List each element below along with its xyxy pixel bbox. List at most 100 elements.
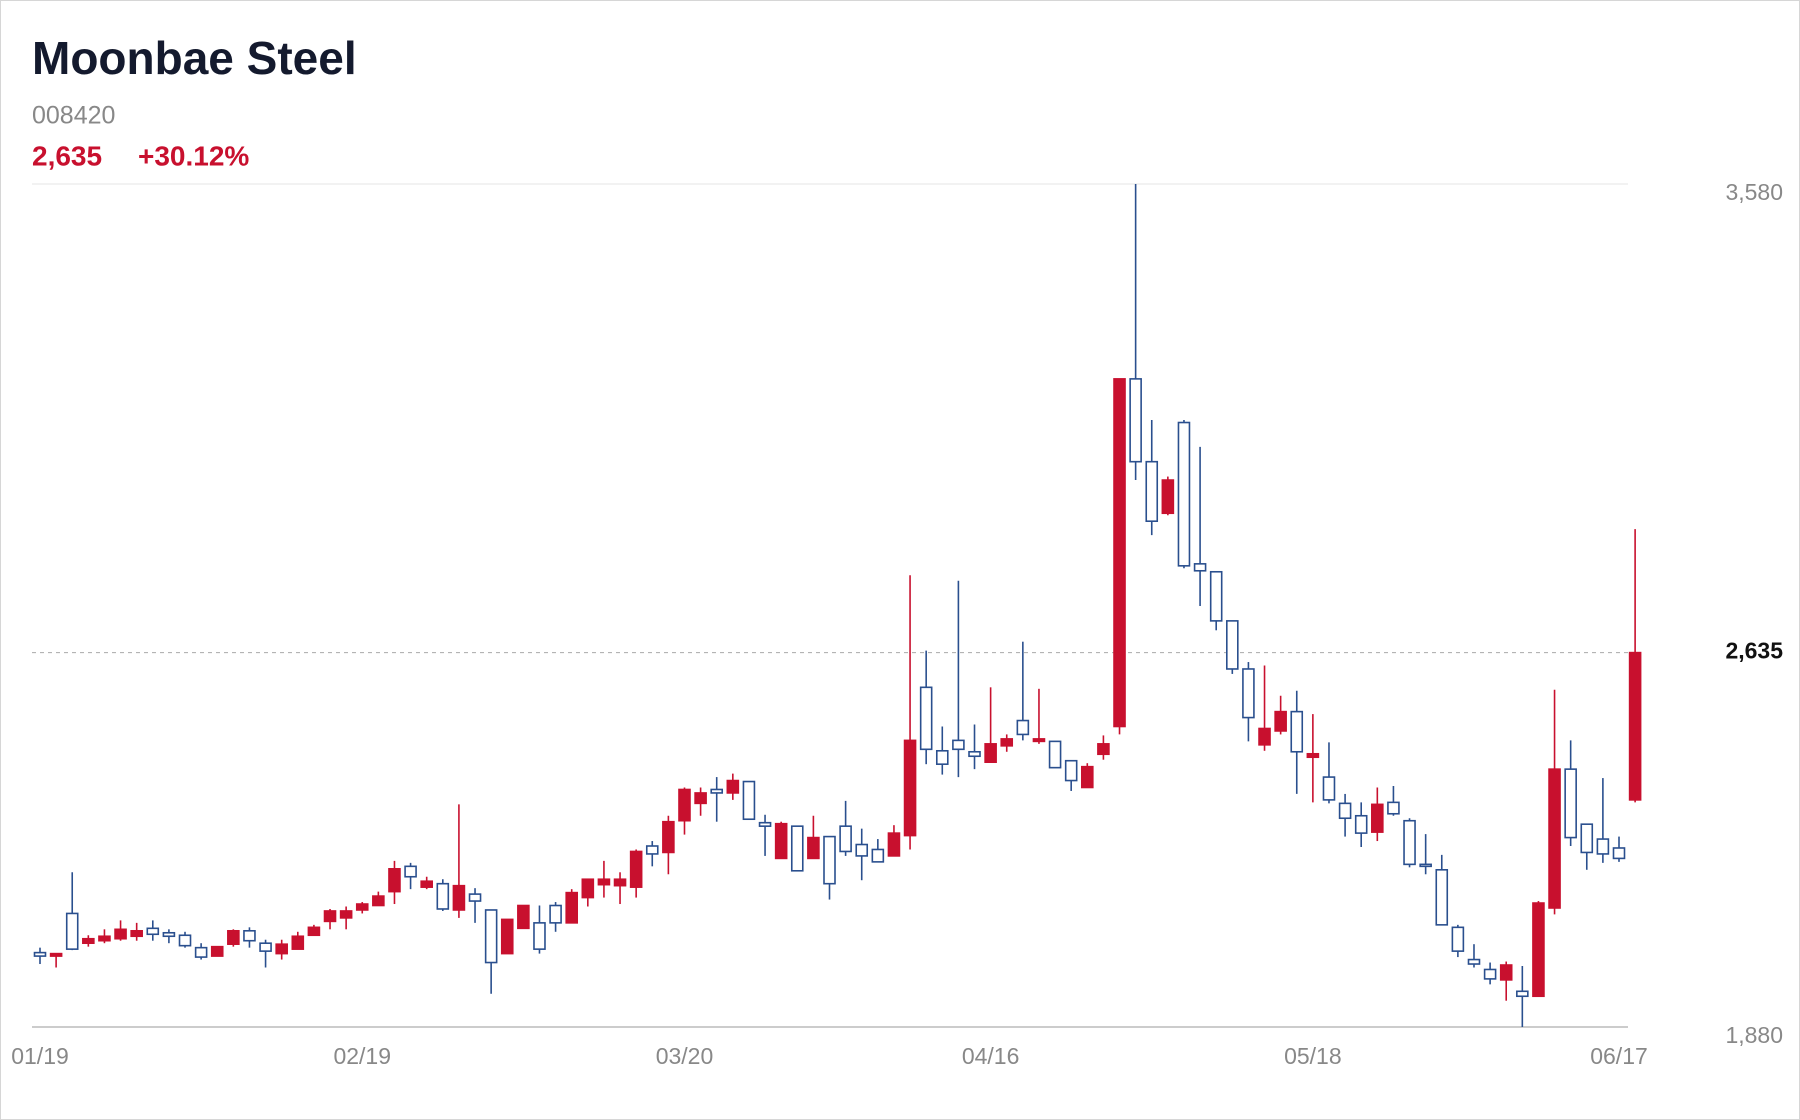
candle-body <box>1612 847 1626 860</box>
stock-name: Moonbae Steel <box>32 32 357 84</box>
candle-body <box>678 788 691 822</box>
x-tick-label: 01/19 <box>11 1043 69 1069</box>
candle-body <box>1338 802 1352 820</box>
x-tick-label: 05/18 <box>1284 1043 1342 1069</box>
x-tick-label: 04/16 <box>962 1043 1020 1069</box>
candle-body <box>1483 968 1497 980</box>
candle-body <box>1064 759 1078 782</box>
candle-body <box>130 929 143 938</box>
candle-body <box>839 825 852 853</box>
candle-body <box>484 909 498 964</box>
candle-body <box>968 750 981 758</box>
candle-body <box>339 910 353 919</box>
candle-body <box>935 749 949 765</box>
candle-body <box>1290 710 1304 753</box>
candle-body <box>1467 958 1481 965</box>
candle-body <box>436 882 450 910</box>
candle-body <box>1161 479 1175 515</box>
candle-body <box>1080 765 1094 789</box>
candle-body <box>629 850 643 888</box>
candle-body <box>807 836 820 860</box>
candle-body <box>645 845 659 855</box>
candle-body <box>259 942 272 952</box>
candle-body <box>952 739 965 751</box>
x-tick-label: 02/19 <box>333 1043 391 1069</box>
candle-body <box>1532 902 1545 998</box>
candle-body <box>662 820 675 854</box>
candle-body <box>694 792 707 805</box>
candle-body <box>517 904 530 930</box>
candle-body <box>1306 752 1320 759</box>
candle-body <box>1419 863 1432 868</box>
candle-body <box>1000 738 1014 747</box>
candle-body <box>420 880 433 888</box>
candle-body <box>597 878 611 886</box>
x-tick-label: 03/20 <box>656 1043 714 1069</box>
candle-body <box>1580 823 1594 854</box>
change: +30.12% <box>138 140 249 171</box>
candle-body <box>275 943 288 955</box>
candle-body <box>323 910 337 923</box>
candle-body <box>1226 620 1239 670</box>
candle-body <box>1354 814 1368 834</box>
candle-body <box>1032 738 1046 743</box>
candle-body <box>758 821 772 827</box>
candle-body <box>146 927 160 936</box>
candle-body <box>565 891 579 924</box>
candle-body <box>1548 768 1561 909</box>
candle-body <box>1097 743 1110 756</box>
candle-body <box>887 832 901 857</box>
candle-body <box>98 935 111 942</box>
candle-body <box>1596 838 1610 855</box>
candle-body <box>49 952 63 957</box>
candle-body <box>1387 801 1400 815</box>
candle-body <box>1048 740 1062 769</box>
candle-body <box>178 934 192 947</box>
candle-body <box>227 929 240 945</box>
candle-body <box>1564 768 1577 839</box>
candle-body <box>162 931 176 938</box>
candle-body <box>194 946 208 958</box>
candle-body <box>1322 776 1336 801</box>
candle-body <box>726 779 740 794</box>
candle-body <box>823 835 836 885</box>
candle-body <box>581 878 595 899</box>
candle-body <box>871 848 885 863</box>
candle-body <box>903 739 917 837</box>
candle-body <box>1129 378 1142 463</box>
price: 2,635 <box>32 140 102 171</box>
candle-body <box>210 945 224 957</box>
candle-body <box>1499 964 1513 981</box>
candle-body <box>82 937 95 944</box>
last-price-label: 2,635 <box>1725 638 1783 664</box>
candle-body <box>984 743 997 763</box>
candle-body <box>533 922 546 950</box>
candle-body <box>65 912 79 950</box>
candle-body <box>1628 651 1642 801</box>
candle-body <box>1258 727 1271 746</box>
candle-body <box>742 780 756 821</box>
candle-body <box>1451 926 1465 952</box>
candle-body <box>1242 668 1255 719</box>
candle-body <box>710 788 724 794</box>
candle-body <box>1371 803 1384 833</box>
candle-body <box>1403 819 1416 866</box>
candle-body <box>33 951 47 957</box>
candle-body <box>1016 719 1030 736</box>
candle-body <box>1209 570 1223 622</box>
candle-body <box>549 904 562 924</box>
candle-body <box>372 895 385 907</box>
candle-body <box>307 926 321 937</box>
candle-body <box>1274 710 1287 732</box>
candle-body <box>114 928 127 940</box>
candle-body <box>388 868 401 893</box>
candle-body <box>855 843 869 857</box>
x-tick-label: 06/17 <box>1590 1043 1648 1069</box>
candle-body <box>291 935 305 950</box>
candle-body <box>774 822 788 860</box>
candle-body <box>790 825 804 872</box>
candle-body <box>1193 563 1207 572</box>
